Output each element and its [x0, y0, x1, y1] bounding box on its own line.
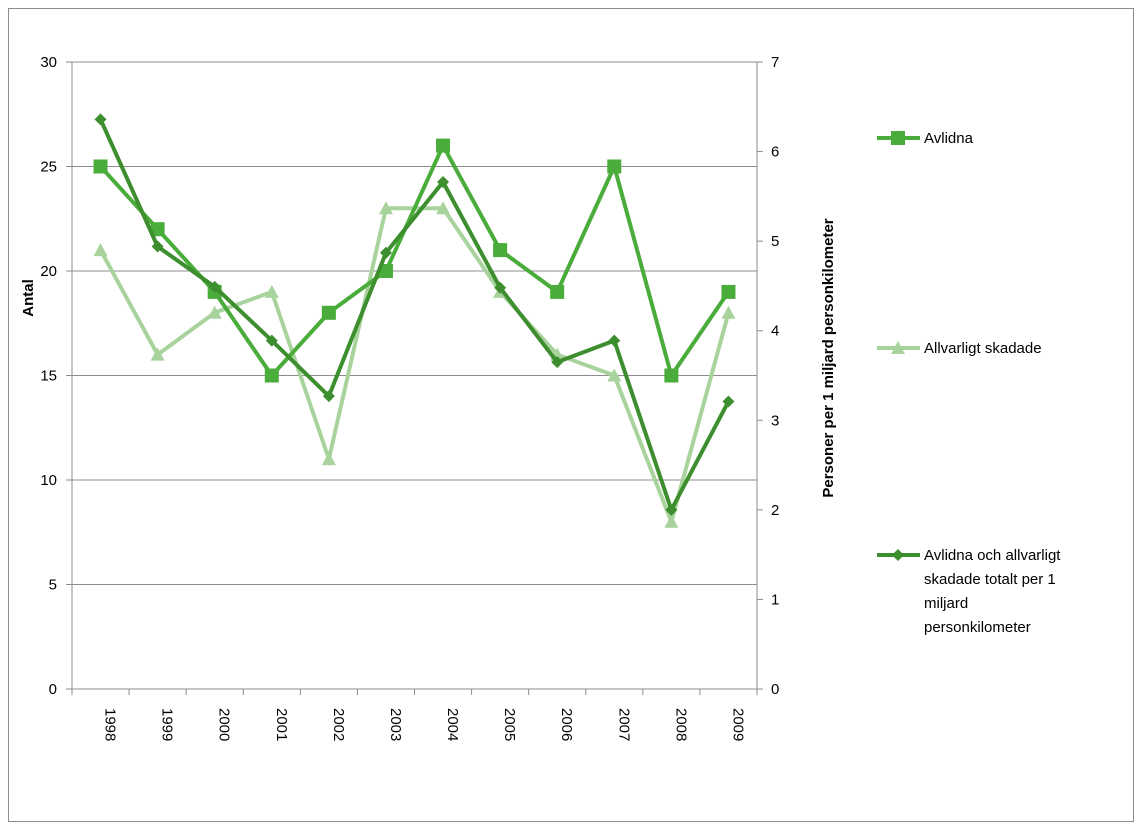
- legend: Avlidna Allvarligt skadade Avlidna och all…: [877, 130, 1061, 636]
- legend-item: Avlidna: [877, 130, 974, 147]
- x-tick-label: 2001: [273, 708, 290, 741]
- chart-area: [8, 8, 1134, 822]
- x-tick-label: 2005: [501, 708, 518, 741]
- legend-marker: [892, 549, 904, 561]
- legend-label: miljard: [924, 595, 968, 612]
- data-point: [664, 368, 679, 383]
- data-point: [722, 395, 735, 408]
- y-tick-label: 0: [49, 681, 57, 698]
- data-point: [321, 305, 336, 320]
- series-line: [98, 118, 731, 515]
- data-point: [437, 176, 450, 189]
- data-point: [608, 334, 621, 347]
- axes: 0 5 10 15 20 25 30 0 1 2 3 4 5 6 7 1998 1999 2000 2001 2002…: [40, 54, 779, 741]
- y2-tick-label: 2: [771, 502, 779, 519]
- data-point: [265, 334, 278, 347]
- x-tick-label: 2003: [387, 708, 404, 741]
- y-axis-title: Antal: [20, 279, 37, 317]
- data-point: [321, 452, 336, 466]
- data-point: [721, 284, 736, 299]
- y2-tick-label: 3: [771, 412, 779, 429]
- data-point: [379, 246, 392, 259]
- legend-label: Avlidna och allvarligt: [924, 547, 1061, 564]
- data-point: [264, 368, 279, 383]
- data-point: [436, 201, 451, 215]
- series-square: [93, 138, 736, 383]
- data-point: [93, 159, 108, 174]
- data-point: [607, 368, 622, 382]
- data-point: [207, 305, 222, 319]
- data-point: [494, 281, 507, 294]
- y-tick-label: 15: [40, 368, 57, 385]
- legend-marker: [891, 131, 905, 145]
- y2-tick-label: 7: [771, 54, 779, 71]
- data-point: [150, 222, 165, 237]
- y2-tick-label: 1: [771, 591, 779, 608]
- y-tick-label: 20: [40, 263, 57, 280]
- data-point: [378, 201, 393, 215]
- x-tick-label: 2004: [444, 708, 461, 741]
- data-point: [93, 243, 108, 257]
- data-point: [665, 503, 678, 516]
- series-lines: [93, 113, 736, 529]
- x-tick-label: 1999: [159, 708, 176, 741]
- y-tick-label: 30: [40, 54, 57, 71]
- y2-tick-label: 0: [771, 681, 779, 698]
- data-point: [721, 305, 736, 319]
- legend-item: Avlidna och allvarligt skadade totalt per…: [877, 547, 1061, 636]
- y-tick-label: 5: [49, 577, 57, 594]
- legend-item: Allvarligt skadade: [877, 340, 1042, 357]
- data-point: [664, 514, 679, 528]
- data-point: [94, 113, 107, 126]
- data-point: [551, 356, 564, 369]
- series-line: [98, 206, 731, 529]
- x-tick-label: 1998: [102, 708, 119, 741]
- data-point: [378, 264, 393, 278]
- data-point: [607, 159, 622, 174]
- x-tick-label: 2000: [216, 708, 233, 741]
- data-point: [322, 390, 335, 403]
- legend-marker: [891, 341, 905, 354]
- x-tick-label: 2008: [672, 708, 689, 741]
- y2-tick-label: 5: [771, 233, 779, 250]
- y-tick-label: 10: [40, 472, 57, 489]
- y2-tick-label: 4: [771, 323, 779, 340]
- data-point: [150, 347, 165, 361]
- data-point: [493, 243, 508, 258]
- legend-label: Avlidna: [924, 130, 974, 147]
- y2-axis-title: Personer per 1 miljard personkilometer: [820, 218, 837, 497]
- data-point: [550, 284, 565, 299]
- x-tick-label: 2009: [729, 708, 746, 741]
- y2-tick-label: 6: [771, 144, 779, 161]
- x-tick-label: 2007: [615, 708, 632, 741]
- series-line: [99, 141, 731, 381]
- data-point: [264, 284, 279, 298]
- x-tick-label: 2006: [558, 708, 575, 741]
- data-point: [436, 138, 451, 153]
- x-tick-label: 2002: [330, 708, 347, 741]
- legend-label: Allvarligt skadade: [924, 340, 1042, 357]
- legend-label: skadade totalt per 1: [924, 571, 1056, 588]
- data-point: [151, 240, 164, 253]
- legend-label: personkilometer: [924, 619, 1031, 636]
- series-diamond: [94, 113, 735, 516]
- y-tick-label: 25: [40, 159, 57, 176]
- gridlines: [72, 61, 757, 585]
- data-point: [208, 280, 221, 293]
